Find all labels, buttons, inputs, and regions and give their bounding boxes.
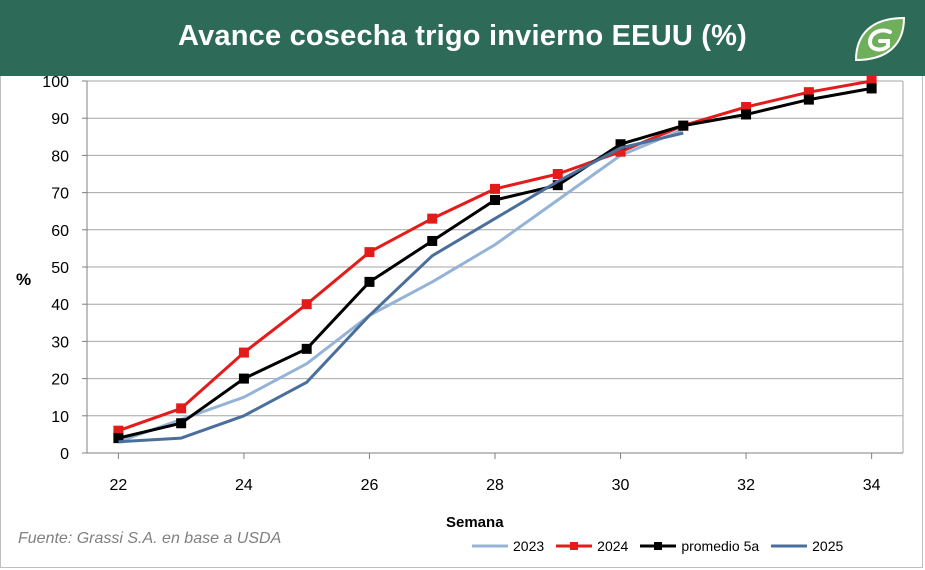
point-promedio-5a-27 (427, 235, 438, 246)
point-2024-29 (552, 169, 563, 179)
legend-item-2024: 2024 (554, 538, 628, 554)
y-tick-label-100: 100 (42, 74, 69, 91)
point-promedio-5a-23 (176, 418, 187, 429)
legend-swatch-2023 (472, 544, 508, 548)
legend-swatch-promedio (640, 542, 677, 550)
series-line-2025 (118, 131, 684, 444)
point-2024-22 (113, 425, 124, 436)
grassi-leaf-logo-icon (854, 16, 906, 62)
point-promedio-5a-24 (238, 373, 249, 384)
y-tick-label-20: 20 (51, 372, 69, 389)
point-2024-32 (741, 102, 752, 113)
legend-swatch-2025 (771, 544, 808, 548)
legend-item-promedio: promedio 5a (638, 538, 759, 554)
point-promedio-5a-33 (803, 94, 814, 105)
y-tick-label-10: 10 (51, 409, 69, 426)
point-promedio-5a-22 (113, 433, 124, 444)
point-2024-27 (427, 213, 438, 224)
point-promedio-5a-30 (615, 139, 626, 150)
x-axis-label: Semana (446, 514, 504, 531)
y-tick-label-60: 60 (51, 223, 69, 240)
point-2024-30 (615, 146, 626, 157)
point-promedio-5a-32 (741, 109, 752, 120)
legend-label-2025: 2025 (812, 538, 844, 554)
point-2024-34 (866, 76, 877, 86)
point-2024-28 (490, 183, 500, 194)
x-tick-label-32: 32 (737, 477, 755, 494)
chart-title: Avance cosecha trigo invierno EEUU (%) (178, 20, 747, 52)
point-2024-33 (803, 87, 814, 98)
y-tick-label-70: 70 (51, 186, 69, 203)
series-line-2023 (117, 128, 684, 444)
y-tick-label-40: 40 (51, 297, 69, 314)
y-tick-label-90: 90 (51, 111, 69, 128)
point-promedio-5a-34 (866, 83, 877, 94)
legend-item-2023: 2023 (470, 538, 544, 554)
y-axis-label: % (16, 270, 32, 289)
legend-label-2024: 2024 (597, 538, 629, 554)
y-tick-label-30: 30 (51, 334, 69, 351)
y-tick-label-80: 80 (51, 148, 69, 165)
legend-item-2025: 2025 (769, 538, 843, 554)
series-line-promedio-5a (118, 86, 872, 440)
chart-legend: 2023 2024 promedio 5a 2025 (470, 537, 853, 555)
y-tick-label-0: 0 (60, 446, 69, 463)
point-promedio-5a-26 (364, 276, 375, 287)
legend-label-2023: 2023 (513, 538, 545, 554)
point-2024-25 (301, 299, 312, 310)
y-tick-label-50: 50 (51, 260, 69, 277)
legend-label-promedio: promedio 5a (681, 538, 760, 554)
x-tick-label-24: 24 (235, 477, 253, 494)
x-tick-label-28: 28 (486, 477, 504, 494)
x-tick-label-30: 30 (612, 477, 630, 494)
point-promedio-5a-31 (678, 120, 689, 131)
legend-swatch-2024 (556, 542, 593, 550)
point-2024-23 (176, 403, 187, 414)
x-tick-label-22: 22 (109, 477, 127, 494)
source-note: Fuente: Grassi S.A. en base a USDA (18, 530, 282, 547)
x-tick-label-26: 26 (361, 477, 379, 494)
x-tick-label-34: 34 (863, 477, 881, 494)
point-promedio-5a-25 (301, 343, 312, 354)
title-bar: Avance cosecha trigo invierno EEUU (%) (0, 0, 925, 76)
point-promedio-5a-28 (490, 195, 500, 206)
point-2024-26 (364, 247, 375, 258)
point-promedio-5a-29 (552, 180, 563, 191)
point-2024-24 (238, 347, 249, 358)
